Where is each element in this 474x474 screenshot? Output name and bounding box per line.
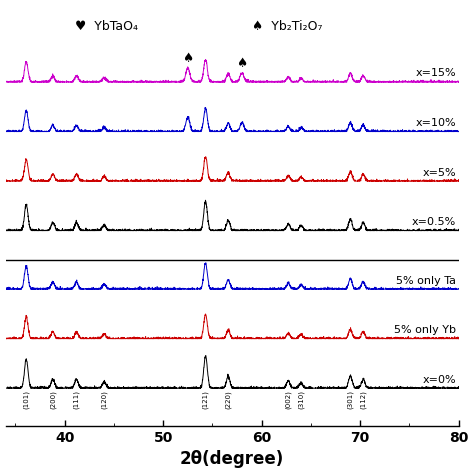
Text: (310): (310) (298, 390, 304, 409)
Text: (220): (220) (225, 390, 231, 409)
Text: x=5%: x=5% (422, 167, 456, 178)
Text: x=0%: x=0% (422, 374, 456, 384)
Text: ♠: ♠ (182, 52, 193, 65)
X-axis label: 2θ(degree): 2θ(degree) (180, 450, 284, 468)
Text: (301): (301) (347, 390, 354, 409)
Text: (111): (111) (73, 390, 80, 409)
Text: (112): (112) (360, 390, 366, 409)
Text: (121): (121) (202, 390, 209, 409)
Text: ♥  YbTaO₄: ♥ YbTaO₄ (74, 19, 137, 33)
Text: (120): (120) (101, 390, 107, 409)
Text: (002): (002) (285, 390, 292, 409)
Text: x=15%: x=15% (415, 68, 456, 79)
Text: (200): (200) (50, 390, 56, 409)
Text: (101): (101) (23, 390, 29, 409)
Text: 5% only Ta: 5% only Ta (396, 275, 456, 285)
Text: ♠  Yb₂Ti₂O₇: ♠ Yb₂Ti₂O₇ (252, 19, 322, 33)
Text: ♠: ♠ (237, 57, 247, 70)
Text: 5% only Yb: 5% only Yb (394, 325, 456, 335)
Text: x=0.5%: x=0.5% (411, 217, 456, 227)
Text: x=10%: x=10% (415, 118, 456, 128)
